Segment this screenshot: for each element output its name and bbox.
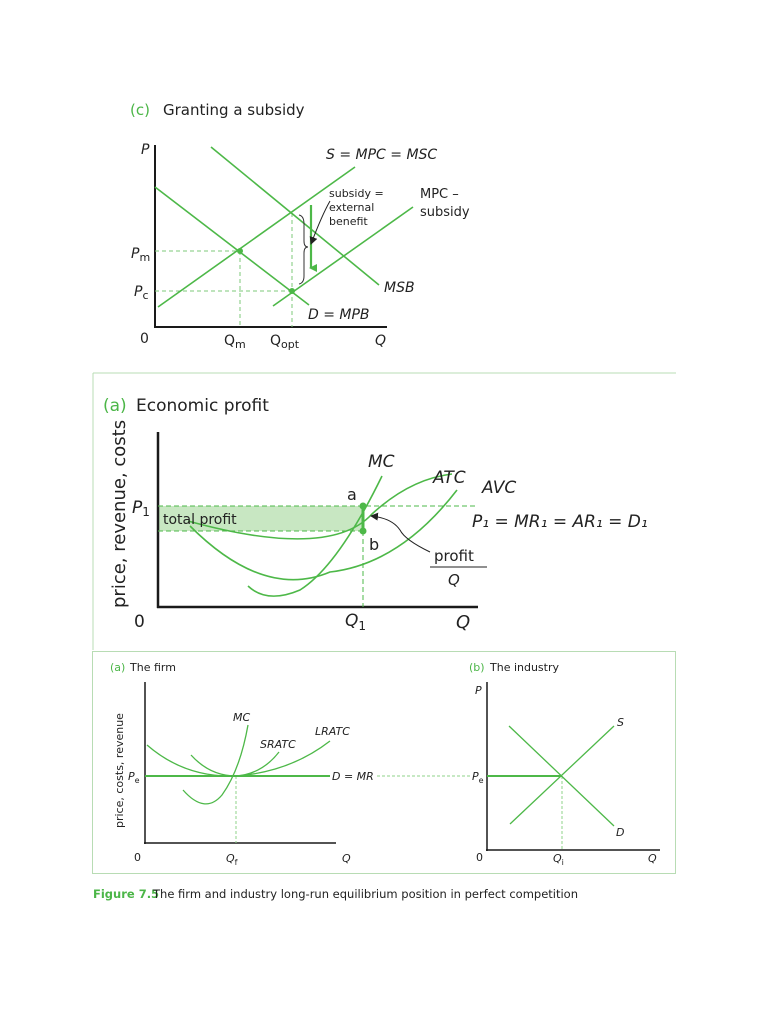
mc-curve — [182, 724, 249, 805]
y-axis-label: price, costs, revenue — [113, 713, 126, 828]
note-line-3: benefit — [329, 215, 368, 228]
atc-label: ATC — [432, 468, 466, 488]
total-profit-label: total profit — [163, 512, 237, 528]
total-profit-area — [158, 506, 363, 531]
note-line-1: subsidy = — [329, 187, 384, 200]
note-pointer-arrow — [309, 200, 331, 245]
guide-lines — [158, 505, 478, 607]
demand-label: P₁ = MR₁ = AR₁ = D₁ — [472, 512, 648, 532]
panel-label: (b) — [469, 661, 485, 674]
mpc-subsidy-label-1: MPC – — [420, 187, 459, 202]
pe-tick: Pe — [128, 770, 140, 785]
qf-tick: Qf — [226, 852, 238, 867]
lratc-curve — [146, 740, 331, 777]
subsidy-chart: (c) Granting a subsidy P Q 0 S = MPC — [130, 101, 470, 351]
x-axis-label: Q — [342, 852, 351, 865]
y-axis-label: price, revenue, costs — [109, 420, 130, 608]
profit-fraction-denominator: Q — [448, 571, 460, 589]
figure-caption: The firm and industry long-run equilibri… — [152, 887, 578, 901]
mc-label: MC — [233, 711, 250, 724]
profit-per-q-arrow — [370, 512, 431, 553]
demand-mpb-line — [154, 186, 310, 306]
mc-curve — [247, 475, 383, 597]
demand-label: D = MPB — [308, 307, 370, 323]
panel-label: (a) — [110, 661, 125, 674]
x-axis-label: Q — [648, 852, 657, 865]
origin-label: 0 — [140, 331, 149, 347]
mpc-minus-subsidy-line — [272, 206, 414, 307]
avc-curve — [189, 489, 458, 581]
note-line-2: external — [329, 201, 374, 214]
sratc-curve — [190, 751, 280, 777]
chart-title: Granting a subsidy — [163, 101, 305, 119]
qopt-tick: Qopt — [270, 333, 300, 351]
optimal-equilibrium-point — [289, 288, 295, 294]
pc-tick: Pc — [134, 284, 149, 302]
profit-fraction-numerator: profit — [434, 547, 474, 565]
y-axis-label: P — [475, 684, 482, 697]
pe-tick: Pe — [472, 770, 484, 785]
chart-title: The industry — [489, 661, 560, 674]
figure-number: Figure 7.5 — [93, 887, 159, 901]
supply-line — [509, 725, 615, 825]
point-b-label: b — [369, 535, 379, 554]
origin-label: 0 — [134, 612, 145, 632]
mc-label: MC — [368, 452, 395, 472]
msb-label: MSB — [384, 280, 415, 296]
avc-label: AVC — [481, 478, 516, 498]
demand-label: D — [616, 826, 624, 839]
dmr-label: D = MR — [332, 770, 374, 783]
market-equilibrium-point — [237, 248, 243, 254]
chart-title: Economic profit — [136, 396, 269, 416]
point-a — [359, 502, 367, 510]
lratc-label: LRATC — [315, 725, 350, 738]
qm-tick: Qm — [224, 333, 246, 351]
panel-label: (a) — [103, 396, 127, 416]
x-axis-label: Q — [375, 333, 386, 349]
firm-chart: (a) The firm price, costs, revenue Q 0 M… — [110, 661, 472, 867]
industry-chart: (b) The industry P Q 0 S D Pe Qi — [469, 661, 660, 867]
economic-profit-chart: (a) Economic profit price, revenue, cost… — [92, 372, 676, 650]
supply-label: S — [617, 716, 624, 729]
chart-title: The firm — [129, 661, 176, 674]
figure-frame — [92, 651, 676, 874]
mpc-subsidy-label-2: subsidy — [420, 205, 470, 220]
supply-label: S = MPC = MSC — [326, 147, 437, 163]
origin-label: 0 — [476, 851, 483, 864]
q1-tick: Q1 — [345, 611, 366, 633]
y-axis-label: P — [141, 142, 150, 158]
msb-line — [210, 146, 380, 286]
pm-tick: Pm — [131, 246, 150, 264]
origin-label: 0 — [134, 851, 141, 864]
subsidy-brace — [298, 214, 309, 285]
guide-lines — [155, 213, 293, 327]
x-axis-label: Q — [456, 612, 470, 633]
point-b — [359, 527, 367, 535]
supply-mpc-msc-line — [157, 166, 356, 308]
qi-tick: Qi — [553, 852, 564, 867]
point-a-label: a — [347, 485, 357, 504]
panel-label: (c) — [130, 101, 150, 119]
sratc-label: SRATC — [260, 738, 296, 751]
p1-tick: P1 — [132, 498, 150, 519]
